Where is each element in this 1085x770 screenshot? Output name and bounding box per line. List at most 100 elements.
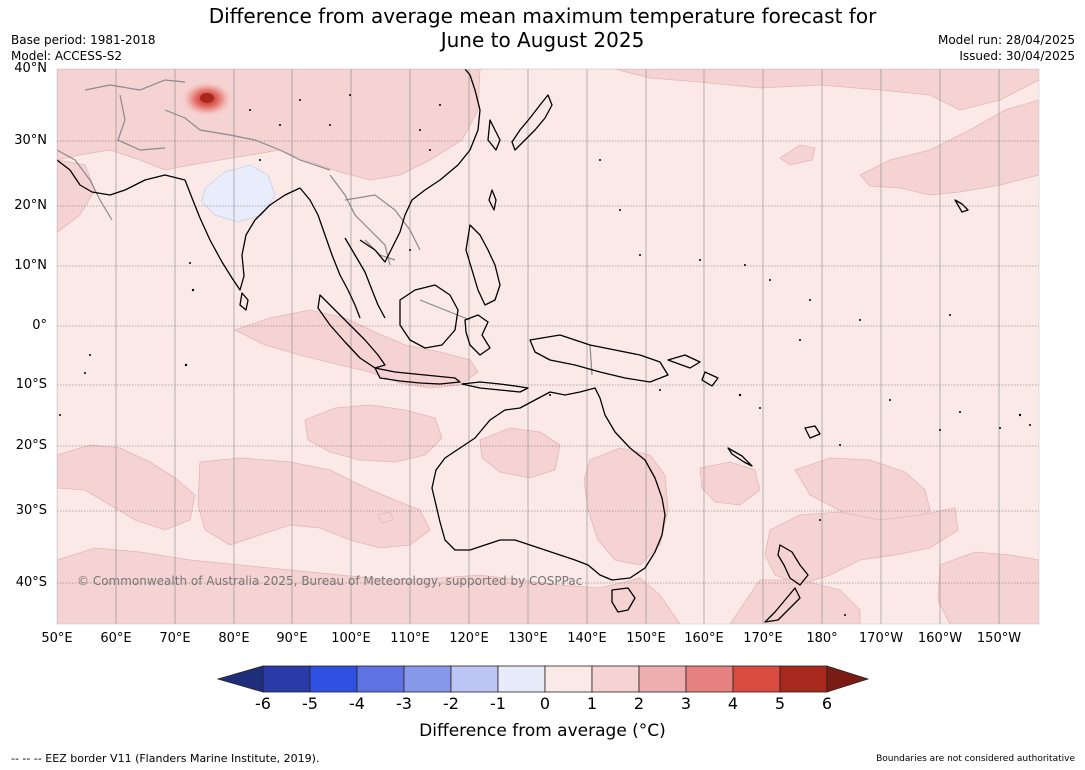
coast-new-caledonia bbox=[727, 447, 753, 467]
colorbar-cell bbox=[544, 665, 593, 693]
longitude-label: 150°E bbox=[626, 631, 666, 646]
latitude-label: 20°S bbox=[15, 438, 47, 453]
coast-tasmania bbox=[611, 587, 636, 613]
anomaly-patch-south-indian-1 bbox=[304, 404, 443, 463]
coast-solomons bbox=[701, 371, 719, 387]
anomaly-patch-australia-east bbox=[583, 447, 669, 566]
coast-india bbox=[184, 179, 301, 291]
copyright-notice: © Commonwealth of Australia 2025, Bureau… bbox=[77, 574, 583, 588]
coastlines bbox=[57, 69, 969, 623]
anomaly-hotspot-core bbox=[200, 93, 214, 103]
issued-date: Issued: 30/04/2025 bbox=[959, 49, 1075, 63]
longitude-label: 80°E bbox=[218, 631, 250, 646]
colorbar-cell bbox=[309, 665, 358, 693]
coast-java bbox=[374, 367, 461, 385]
anomaly-patch-small-1 bbox=[377, 511, 394, 524]
longitude-label: 120°E bbox=[449, 631, 489, 646]
coast-japan bbox=[511, 94, 553, 151]
anomaly-patch-south-indian-2 bbox=[57, 444, 196, 531]
latitude-label: 30°N bbox=[14, 133, 47, 148]
colorbar-cell bbox=[403, 665, 452, 693]
longitude-label: 100°E bbox=[331, 631, 371, 646]
cool-anomaly-india bbox=[201, 164, 276, 223]
anomaly-patch-west-arabia bbox=[57, 159, 96, 233]
colorbar-tick-label: -3 bbox=[396, 694, 412, 713]
colorbar-under-arrow bbox=[216, 665, 264, 693]
colorbar-tick-label: 6 bbox=[821, 694, 833, 713]
anomaly-patch-nz bbox=[729, 579, 861, 624]
colorbar-cell bbox=[685, 665, 734, 693]
coast-arabia-persia bbox=[57, 159, 186, 196]
colorbar-cell bbox=[450, 665, 499, 693]
longitude-label: 150°W bbox=[976, 631, 1022, 646]
scattered-islands bbox=[59, 94, 1031, 616]
coast-taiwan bbox=[488, 189, 497, 211]
colorbar-tick-label: 1 bbox=[586, 694, 598, 713]
coast-new-guinea bbox=[529, 334, 669, 383]
coast-borneo bbox=[399, 284, 459, 349]
coast-nz-south bbox=[764, 587, 801, 623]
longitude-label: 180° bbox=[806, 631, 838, 646]
colorbar-over-arrow bbox=[826, 665, 870, 693]
colorbar-tick-label: -4 bbox=[349, 694, 365, 713]
colorbar-tick-label: 4 bbox=[727, 694, 739, 713]
coast-bay-of-bengal bbox=[299, 187, 361, 319]
anomaly-patch-south-pacific-2 bbox=[764, 507, 959, 586]
longitude-gridlines bbox=[57, 69, 1000, 624]
latitude-label: 20°N bbox=[14, 198, 47, 213]
colorbar bbox=[216, 665, 870, 693]
colorbar-cell bbox=[779, 665, 828, 693]
base-period: Base period: 1981-2018 bbox=[11, 33, 156, 47]
colorbar-cell bbox=[591, 665, 640, 693]
colorbar-cell bbox=[732, 665, 781, 693]
anomaly-patch-north-pacific-1 bbox=[614, 69, 1039, 111]
coast-fiji bbox=[804, 425, 821, 439]
colorbar-tick-label: 0 bbox=[539, 694, 551, 713]
title-line-1: Difference from average mean maximum tem… bbox=[208, 4, 877, 28]
anomaly-patch-australia-north bbox=[479, 427, 561, 479]
anomaly-patch-south-indian-3 bbox=[197, 457, 431, 549]
meta-left: Base period: 1981-2018 Model: ACCESS-S2 bbox=[11, 32, 156, 64]
latitude-label: 10°N bbox=[14, 258, 47, 273]
colorbar-cell bbox=[262, 665, 311, 693]
longitude-label: 170°W bbox=[858, 631, 904, 646]
coast-sri-lanka bbox=[239, 292, 249, 311]
longitude-label: 170°E bbox=[743, 631, 783, 646]
anomaly-patch-north-pacific-2 bbox=[859, 99, 1039, 196]
map-title: Difference from average mean maximum tem… bbox=[0, 4, 1085, 52]
coast-philippines bbox=[465, 224, 501, 306]
coast-malay-peninsula bbox=[344, 237, 386, 319]
longitude-label: 130°E bbox=[508, 631, 548, 646]
anomaly-patch-equatorial-indian bbox=[233, 309, 479, 389]
latitude-label: 10°S bbox=[15, 377, 47, 392]
colorbar-tick-label: 5 bbox=[774, 694, 786, 713]
coast-australia bbox=[431, 387, 666, 581]
eez-note: -- -- -- EEZ border V11 (Flanders Marine… bbox=[11, 752, 320, 765]
colorbar-tick-label: 2 bbox=[633, 694, 645, 713]
longitude-label: 110°E bbox=[390, 631, 430, 646]
latitude-label: 30°S bbox=[15, 503, 47, 518]
coast-korea bbox=[487, 119, 501, 151]
latitude-label: 40°S bbox=[15, 575, 47, 590]
longitude-label: 70°E bbox=[159, 631, 191, 646]
anomaly-patch-north-pacific-3 bbox=[779, 144, 816, 166]
anomaly-1-2-regions bbox=[57, 69, 1039, 624]
model-name: Model: ACCESS-S2 bbox=[11, 49, 123, 63]
longitude-label: 160°E bbox=[684, 631, 724, 646]
colorbar-tick-label: -5 bbox=[302, 694, 318, 713]
coast-nz-north bbox=[777, 544, 809, 586]
coast-new-britain bbox=[667, 354, 701, 369]
anomaly-patch-southern-ocean bbox=[57, 547, 681, 624]
map-frame bbox=[56, 68, 1040, 625]
longitude-label: 90°E bbox=[276, 631, 308, 646]
title-line-2: June to August 2025 bbox=[440, 28, 645, 52]
anomaly-patch-south-pacific-3 bbox=[937, 551, 1039, 624]
latitude-label: 40°N bbox=[14, 61, 47, 76]
longitude-label: 140°E bbox=[567, 631, 607, 646]
longitude-label: 60°E bbox=[100, 631, 132, 646]
colorbar-tick-label: 3 bbox=[680, 694, 692, 713]
coast-lesser-sunda bbox=[461, 381, 529, 393]
colorbar-label: Difference from average (°C) bbox=[419, 721, 666, 741]
model-run: Model run: 28/04/2025 bbox=[937, 33, 1075, 47]
